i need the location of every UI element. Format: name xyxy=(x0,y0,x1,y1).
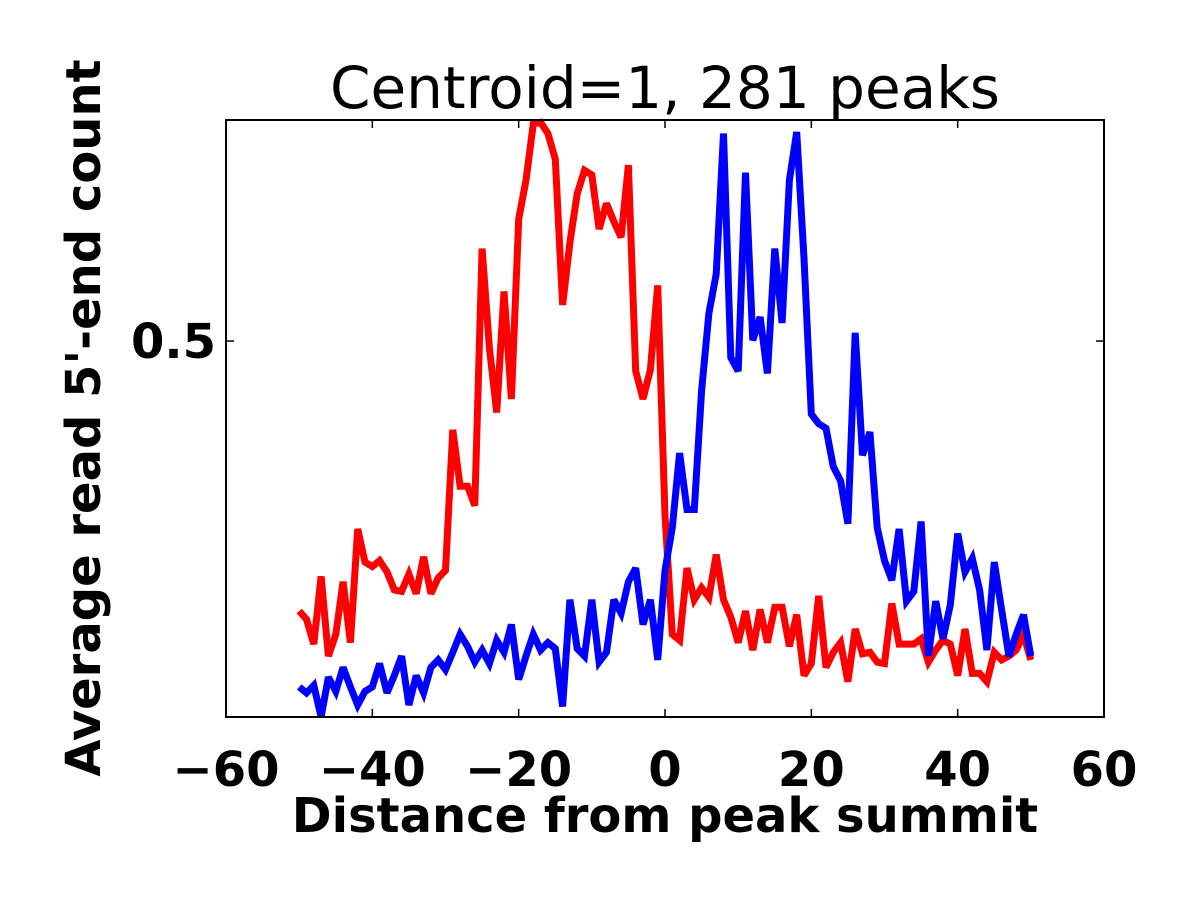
x-axis-label: Distance from peak summit xyxy=(292,788,1038,844)
chart-title: Centroid=1, 281 peaks xyxy=(330,54,1000,122)
y-axis-label: Average read 5'-end count xyxy=(56,59,112,776)
tick-layer: −60 −40 −20 0 20 40 60 0.5 xyxy=(131,120,1137,798)
series-line-blue xyxy=(296,131,1035,718)
x-tick-label: 0 xyxy=(648,742,681,798)
x-tick-label: −40 xyxy=(319,742,426,798)
series-line-red xyxy=(296,118,1035,690)
x-tick-label: 60 xyxy=(1071,742,1138,798)
x-tick-label: 20 xyxy=(778,742,845,798)
x-tick-label: 40 xyxy=(924,742,991,798)
x-tick-label: −60 xyxy=(172,742,279,798)
y-tick-label: 0.5 xyxy=(131,314,216,370)
x-tick-label: −20 xyxy=(465,742,572,798)
series-layer xyxy=(296,118,1035,718)
